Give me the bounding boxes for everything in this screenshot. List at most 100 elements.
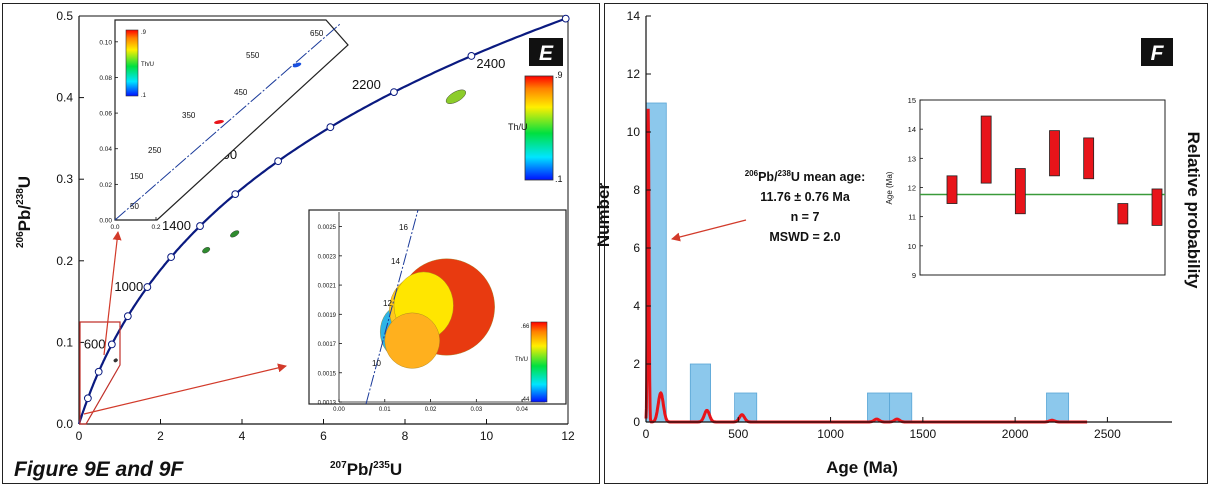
e-inset-right-x-tick-label: 0.01 bbox=[379, 407, 391, 413]
e-inset-left: 0.00 0.02 0.04 0.06 0.08 0.10 0.0 0.2 50 150 250 3… bbox=[99, 19, 349, 231]
f-x-axis-title: Age (Ma) bbox=[826, 458, 898, 477]
e-inset-left-age-label: 450 bbox=[234, 88, 248, 97]
f-y-axis-title: Number bbox=[594, 183, 613, 248]
f-histogram-bar bbox=[889, 392, 913, 423]
e-inset-right-x-tick-label: 0.00 bbox=[333, 407, 345, 413]
f-x-tick-label: 1000 bbox=[817, 427, 844, 441]
e-concordia-marker bbox=[274, 157, 283, 166]
e-concordia-marker bbox=[196, 222, 204, 230]
e-concordia-age-labels: 60010001400180022002400 bbox=[84, 56, 505, 351]
e-inset-right-x-tick-label: 0.03 bbox=[470, 407, 482, 413]
e-y-tick-label: 0.2 bbox=[56, 254, 73, 268]
f-y-tick-label: 2 bbox=[633, 357, 640, 371]
e-inset-left-x-tick-label: 0.2 bbox=[151, 224, 160, 231]
e-inset-right-ellipses bbox=[379, 258, 495, 369]
e-concordia-age-label: 1000 bbox=[114, 279, 143, 294]
e-x-tick-label: 10 bbox=[480, 429, 494, 443]
panel-f: 0 500 1000 1500 2000 2500 0 2 4 6 8 10 12 14 Age (Ma… bbox=[594, 9, 1203, 477]
f-mean-age-annotation: 206Pb/238U mean age: 11.76 ± 0.76 Ma n =… bbox=[745, 169, 866, 244]
f-histogram-bar bbox=[867, 392, 891, 423]
e-inset-right-age-label: 12 bbox=[383, 299, 392, 308]
e-inset-left-y-tick-label: 0.08 bbox=[99, 75, 112, 82]
f-inset-y-tick-label: 15 bbox=[908, 96, 916, 105]
e-x-axis-title: 207Pb/235U bbox=[330, 460, 402, 479]
e-inset-left-age-label: 350 bbox=[182, 111, 196, 120]
e-x-tick-label: 8 bbox=[402, 429, 409, 443]
f-inset-age-box bbox=[1014, 168, 1026, 215]
f-inset-y-tick-label: 12 bbox=[908, 184, 916, 193]
e-colorbar-max: .9 bbox=[555, 70, 563, 80]
e-inset-left-ellipse-blue bbox=[292, 62, 302, 68]
e-inset-right-x-tick-label: 0.04 bbox=[516, 407, 528, 413]
e-inset-left-frame bbox=[114, 19, 349, 221]
e-label-box bbox=[529, 38, 563, 66]
f-annotation-arrow bbox=[671, 219, 747, 242]
f-inset-age-box bbox=[1083, 137, 1095, 180]
e-inset-left-colorbar-max: .9 bbox=[141, 30, 147, 36]
e-y-ticks: 0.0 0.1 0.2 0.3 0.4 0.5 bbox=[56, 9, 84, 431]
e-inset-right-colorbar-min: .44 bbox=[521, 397, 530, 403]
e-arrow-to-right-inset bbox=[83, 363, 287, 415]
e-inset-right-y-tick-label: 0.0021 bbox=[318, 284, 337, 290]
f-annotation-line3: n = 7 bbox=[791, 210, 820, 224]
e-data-ellipses bbox=[113, 89, 466, 363]
f-y-tick-label: 10 bbox=[627, 125, 641, 139]
e-x-ticks: 0 2 4 6 8 10 12 bbox=[76, 419, 575, 443]
f-panel-label: F bbox=[1151, 42, 1165, 65]
e-colorbar-min: .1 bbox=[555, 174, 563, 184]
e-data-ellipse bbox=[113, 358, 118, 363]
e-inset-right-y-tick-label: 0.0013 bbox=[318, 401, 337, 407]
f-inset-y-tick-label: 10 bbox=[908, 242, 916, 251]
e-inset-right-colorbar-title: Th/U bbox=[515, 357, 528, 363]
e-colorbar-title: Th/U bbox=[508, 122, 528, 132]
e-inset-right-x-tick-label: 0.02 bbox=[425, 407, 437, 413]
e-concordia-marker bbox=[123, 312, 132, 321]
e-arrow-to-left-inset bbox=[103, 231, 122, 356]
e-inset-right-y-tick-label: 0.0025 bbox=[318, 225, 337, 231]
e-inset-left-y-tick-label: 0.00 bbox=[99, 218, 112, 225]
f-inset-age-box bbox=[946, 175, 958, 204]
e-inset-left-y-tick-label: 0.06 bbox=[99, 111, 112, 118]
e-inset-right-age-labels: 10 12 14 16 bbox=[372, 223, 408, 368]
e-concordia-marker bbox=[467, 52, 476, 60]
e-x-tick-label: 12 bbox=[561, 429, 575, 443]
e-inset-left-ellipse-red bbox=[214, 120, 224, 124]
e-inset-left-age-label: 250 bbox=[148, 146, 162, 155]
e-inset-left-age-label: 50 bbox=[130, 202, 139, 211]
e-y-axis-title: 206Pb/238U bbox=[15, 176, 34, 248]
e-concordia-age-label: 600 bbox=[84, 336, 106, 351]
e-y-tick-label: 0.4 bbox=[56, 91, 73, 105]
e-concordia-marker bbox=[326, 123, 335, 132]
e-concordia-age-label: 2200 bbox=[352, 77, 381, 92]
e-inset-right-y-tick-label: 0.0019 bbox=[318, 313, 337, 319]
f-inset-y-tick-label: 13 bbox=[908, 154, 916, 163]
e-concordia-curve bbox=[77, 17, 567, 425]
e-inset-right-concordia bbox=[365, 209, 419, 405]
f-inset-age-box bbox=[1117, 203, 1129, 225]
f-right-axis-title: Relative probability bbox=[1184, 132, 1203, 289]
e-inset-left-age-labels: 50 150 250 350 450 550 650 bbox=[130, 29, 324, 211]
f-y-tick-label: 14 bbox=[627, 9, 641, 23]
e-inset-right-ticks: 0.0013 0.0015 0.0017 0.0019 0.0021 0.0023 0.00… bbox=[318, 212, 545, 413]
e-inset-left-y-tick-label: 0.02 bbox=[99, 182, 112, 189]
e-inset-right-age-label: 10 bbox=[372, 359, 381, 368]
e-concordia-marker bbox=[561, 14, 570, 23]
e-concordia-marker bbox=[390, 88, 398, 97]
e-inset-right: 0.0013 0.0015 0.0017 0.0019 0.0021 0.0023 0.00… bbox=[308, 209, 567, 413]
e-inset-left-colorbar-min: .1 bbox=[141, 93, 147, 99]
e-inset-left-y-tick-label: 0.04 bbox=[99, 146, 112, 153]
f-x-tick-label: 1500 bbox=[909, 427, 936, 441]
e-y-tick-label: 0.0 bbox=[56, 417, 73, 431]
f-inset-y-tick-label: 14 bbox=[908, 125, 916, 134]
e-concordia-marker bbox=[143, 283, 152, 291]
e-inset-right-y-tick-label: 0.0015 bbox=[318, 371, 337, 377]
e-inset-right-age-label: 14 bbox=[391, 257, 400, 266]
e-concordia-age-label: 2400 bbox=[476, 56, 505, 71]
e-concordia-marker bbox=[167, 253, 176, 261]
e-inset-left-age-label: 550 bbox=[246, 51, 260, 60]
e-inset-left-age-label: 150 bbox=[130, 172, 144, 181]
e-inset-right-y-tick-label: 0.0017 bbox=[318, 342, 337, 348]
f-annotation-line2: 11.76 ± 0.76 Ma bbox=[760, 190, 851, 204]
e-concordia-age-label: 1400 bbox=[162, 218, 191, 233]
f-y-tick-label: 12 bbox=[627, 67, 641, 81]
